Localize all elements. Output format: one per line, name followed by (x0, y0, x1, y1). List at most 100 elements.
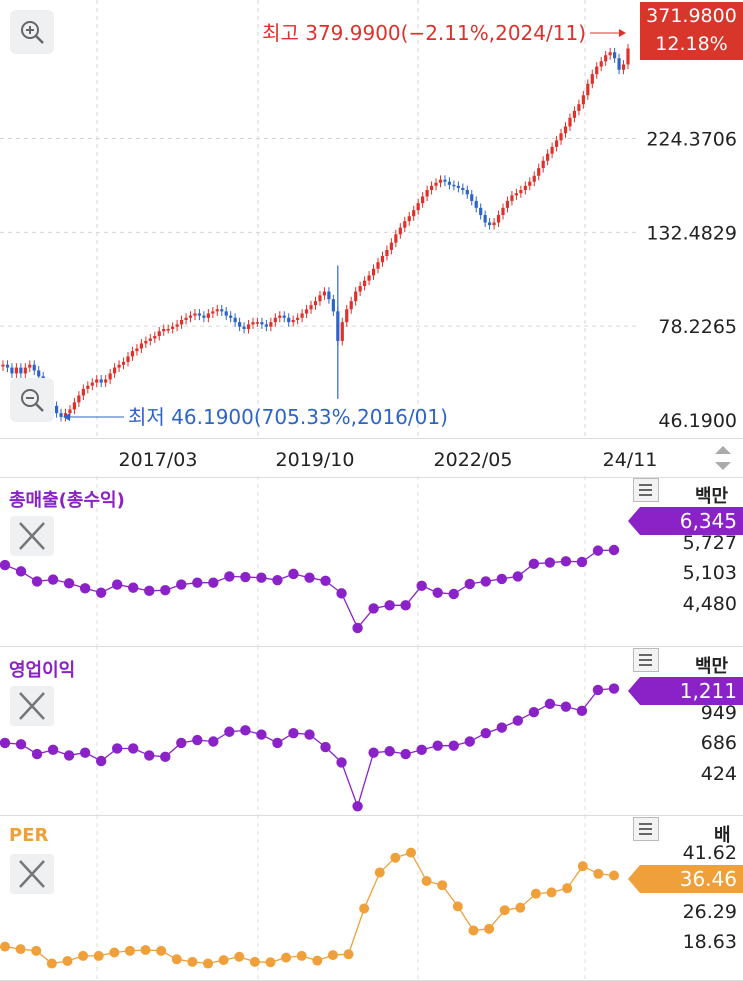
data-point (390, 852, 401, 863)
data-point (95, 755, 107, 767)
candle (126, 352, 130, 367)
data-point (496, 722, 508, 733)
indicator-panel-1[interactable]: 5,727 5,103 4,480 총매출(총수익) 백만 6,345 (0, 476, 743, 647)
indicator-unit: 백만 (695, 486, 729, 507)
data-point (480, 727, 491, 739)
candle (345, 304, 349, 327)
indicator-tick-label: 424 (701, 763, 737, 785)
candle (318, 290, 322, 306)
data-point (272, 574, 283, 586)
data-point (359, 903, 370, 914)
close-panel-button[interactable] (10, 686, 54, 726)
candle (523, 181, 527, 195)
candle (438, 175, 443, 188)
candle (215, 304, 219, 316)
data-point (128, 743, 139, 754)
data-point (312, 955, 323, 966)
candle (577, 99, 581, 116)
candle (403, 216, 407, 233)
data-point (544, 557, 556, 568)
data-point (352, 801, 363, 812)
candle (19, 363, 23, 378)
data-point (608, 544, 620, 556)
data-point (515, 902, 526, 913)
indicator-tick-label: 41.62 (683, 842, 737, 864)
candle (278, 311, 282, 323)
data-point (192, 734, 203, 746)
panel-menu-button[interactable] (633, 478, 659, 502)
indicator-chart: 949 686 424 (0, 646, 737, 815)
candle (568, 113, 572, 131)
data-point (609, 870, 619, 881)
candle (193, 309, 197, 321)
data-point (452, 901, 463, 912)
price-chart-panel[interactable]: 224.3706 132.4829 78.2265 46.1900 최고 379.990… (0, 0, 743, 440)
candle (224, 306, 228, 321)
candle (117, 360, 121, 373)
price-tick-label: 132.4829 (646, 222, 737, 244)
candle (434, 178, 438, 191)
date-tick-label: 2017/03 (119, 449, 198, 471)
data-point (544, 698, 556, 710)
data-point (480, 576, 491, 587)
candle (479, 203, 483, 220)
data-point (224, 726, 235, 737)
candle (148, 334, 152, 346)
candle (514, 188, 518, 200)
data-point (499, 905, 510, 916)
candle (528, 177, 532, 191)
candle (28, 360, 32, 373)
data-point (62, 955, 73, 966)
candle (206, 309, 210, 323)
candle (179, 315, 184, 329)
candle (380, 251, 385, 267)
zoom-in-button[interactable] (10, 10, 54, 54)
data-point (448, 588, 459, 600)
indicator-unit: 백만 (695, 656, 729, 677)
panel-menu-button[interactable] (633, 817, 659, 841)
candle (273, 313, 277, 327)
indicator-panel-2[interactable]: 949 686 424 영업이익 백만 1,211 (0, 646, 743, 816)
data-point (296, 950, 307, 961)
candle (443, 175, 447, 187)
zoom-out-button[interactable] (10, 378, 54, 422)
data-point (384, 746, 395, 757)
current-price: 371.9800 (646, 5, 737, 27)
candle (340, 317, 344, 346)
indicator-unit: 배 (714, 825, 731, 846)
date-tick-label: 2022/05 (434, 449, 513, 471)
panel-menu-button[interactable] (633, 648, 659, 672)
candle (162, 324, 166, 336)
candle (63, 408, 68, 422)
data-point (240, 571, 251, 583)
candle (54, 401, 59, 418)
close-panel-button[interactable] (10, 516, 54, 556)
data-point (128, 582, 139, 593)
candle (242, 322, 246, 334)
data-point (320, 741, 331, 753)
candle (229, 311, 233, 323)
candle (505, 196, 510, 213)
data-point (234, 951, 245, 962)
candle (456, 181, 460, 193)
candle (202, 311, 206, 323)
close-icon (19, 692, 45, 720)
data-point (0, 559, 11, 571)
candle (331, 294, 335, 316)
candle (130, 346, 135, 361)
data-point (218, 955, 229, 966)
candle (327, 287, 331, 304)
candle (153, 331, 157, 343)
candle (572, 106, 577, 123)
indicator-tick-label: 26.29 (683, 901, 737, 923)
scroll-updown-icon[interactable] (712, 443, 734, 473)
close-panel-button[interactable] (10, 854, 54, 894)
candle (461, 183, 465, 195)
data-point (144, 750, 155, 761)
candle (220, 304, 224, 316)
data-point (256, 729, 267, 740)
date-tick-label: 2019/10 (276, 449, 355, 471)
data-point (176, 737, 187, 749)
data-point (468, 925, 479, 936)
